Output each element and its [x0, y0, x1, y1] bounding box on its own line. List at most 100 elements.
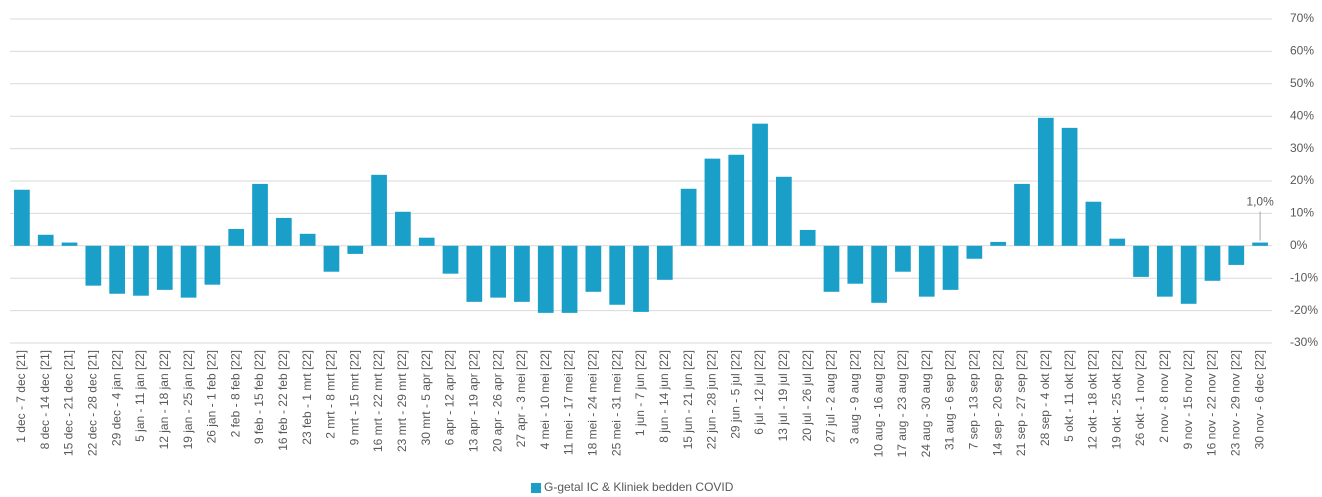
y-tick-label: 60% — [1290, 44, 1314, 58]
data-label: 1,0% — [1246, 195, 1274, 209]
bar — [14, 189, 30, 246]
y-tick-label: -20% — [1290, 303, 1318, 317]
bar — [656, 245, 673, 280]
bar — [323, 245, 340, 272]
legend-swatch — [531, 483, 541, 493]
x-tick-label: 26 jan - 1 feb [22] — [205, 350, 219, 443]
y-tick-label: -10% — [1290, 270, 1318, 284]
bar — [252, 183, 268, 246]
x-tick-label: 22 jun - 28 jun [22] — [705, 350, 719, 449]
x-tick-label: 30 mrt - 5 apr [22] — [419, 350, 433, 445]
bar — [299, 233, 316, 246]
x-tick-label: 18 mei - 24 mei [22] — [586, 350, 600, 456]
y-tick-label: 50% — [1290, 76, 1314, 90]
x-tick-label: 21 sep - 27 sep [22] — [1014, 350, 1028, 456]
y-tick-label: 30% — [1290, 141, 1314, 155]
bar — [228, 228, 245, 246]
x-tick-label: 28 sep - 4 okt [22] — [1038, 350, 1052, 446]
bar — [847, 245, 864, 284]
bar — [395, 211, 411, 246]
bar — [966, 245, 983, 259]
y-tick-label: 70% — [1290, 11, 1314, 25]
bar — [180, 245, 197, 298]
bar — [799, 229, 816, 246]
bar — [109, 245, 126, 294]
bar — [823, 245, 840, 292]
x-tick-label: 3 aug - 9 aug [22] — [847, 350, 861, 444]
bar — [1252, 242, 1268, 246]
x-tick-label: 2 mrt - 8 mrt [22] — [324, 350, 338, 439]
x-tick-label: 23 feb - 1 mrt [22] — [300, 350, 314, 445]
y-tick-label: 40% — [1290, 108, 1314, 122]
bar — [371, 174, 387, 246]
bar — [37, 234, 54, 246]
bar — [1156, 245, 1173, 297]
x-tick-label: 7 sep - 13 sep [22] — [967, 350, 981, 449]
bar — [990, 241, 1007, 246]
x-tick-label: 6 apr - 12 apr [22] — [443, 350, 457, 445]
bar — [1014, 183, 1030, 246]
bar — [895, 245, 911, 272]
bar — [1061, 127, 1078, 246]
x-tick-label: 30 nov - 6 dec [22] — [1252, 350, 1266, 449]
bar — [680, 188, 697, 246]
x-tick-label: 23 mrt - 29 mrt [22] — [395, 350, 409, 452]
bar — [466, 245, 483, 302]
bar — [1109, 238, 1126, 246]
x-tick-label: 27 apr - 3 mei [22] — [514, 350, 528, 447]
bar — [728, 154, 745, 246]
x-tick-label: 2 nov - 8 nov [22] — [1157, 350, 1171, 443]
bar — [1133, 245, 1149, 277]
bar — [537, 245, 554, 313]
x-tick-label: 20 jul - 26 jul [22] — [800, 350, 814, 441]
x-tick-label: 27 jul - 2 aug [22] — [824, 350, 838, 443]
x-tick-label: 12 okt - 18 okt [22] — [1086, 350, 1100, 449]
y-tick-label: 10% — [1290, 206, 1314, 220]
x-tick-label: 23 nov - 29 nov [22] — [1228, 350, 1242, 456]
bar — [609, 245, 626, 305]
legend-label: G-getal IC & Kliniek bedden COVID — [544, 480, 734, 494]
bar — [942, 245, 959, 290]
x-tick-label: 10 aug - 16 aug [22] — [871, 350, 885, 457]
bar — [133, 245, 149, 296]
x-tick-label: 29 jun - 5 jul [22] — [728, 350, 742, 439]
y-tick-label: -30% — [1290, 335, 1318, 349]
x-tick-label: 4 mei - 10 mei [22] — [538, 350, 552, 449]
x-tick-label: 24 aug - 30 aug [22] — [919, 350, 933, 457]
bar — [704, 158, 721, 246]
x-tick-label: 6 jul - 12 jul [22] — [752, 350, 766, 435]
x-tick-label: 25 mei - 31 mei [22] — [609, 350, 623, 456]
x-tick-label: 17 aug - 23 aug [22] — [895, 350, 909, 457]
x-tick-label: 12 jan - 18 jan [22] — [157, 350, 171, 449]
x-tick-label: 16 feb - 22 feb [22] — [276, 350, 290, 451]
bar — [561, 245, 578, 313]
x-tick-label: 11 mei - 17 mei [22] — [562, 350, 576, 455]
x-tick-label: 16 mrt - 22 mrt [22] — [371, 350, 385, 452]
bar — [442, 245, 459, 274]
bar — [1180, 245, 1197, 304]
x-tick-label: 2 feb - 8 feb [22] — [228, 350, 242, 437]
x-tick-label: 1 dec - 7 dec [21] — [14, 350, 28, 443]
y-tick-label: 20% — [1290, 173, 1314, 187]
bar — [871, 245, 887, 303]
bar — [776, 176, 792, 246]
x-tick-label: 13 jul - 19 jul [22] — [776, 350, 790, 441]
bar — [1037, 117, 1054, 246]
bar — [418, 237, 435, 246]
bar — [1228, 245, 1245, 265]
x-tick-label: 19 jan - 25 jan [22] — [181, 350, 195, 449]
x-tick-label: 31 aug - 6 sep [22] — [943, 350, 957, 450]
bar — [1085, 201, 1102, 246]
x-tick-label: 19 okt - 25 okt [22] — [1109, 350, 1123, 449]
bar — [204, 245, 221, 285]
x-tick-label: 15 dec - 21 dec [21] — [62, 350, 76, 456]
x-tick-label: 20 apr - 26 apr [22] — [490, 350, 504, 452]
bar — [633, 245, 649, 312]
x-tick-label: 5 jan - 11 jan [22] — [133, 350, 147, 442]
bar — [156, 245, 173, 290]
bar — [1204, 245, 1221, 281]
x-tick-label: 5 okt - 11 okt [22] — [1062, 350, 1076, 442]
x-tick-label: 8 dec - 14 dec [21] — [38, 350, 52, 449]
bar — [347, 245, 364, 254]
